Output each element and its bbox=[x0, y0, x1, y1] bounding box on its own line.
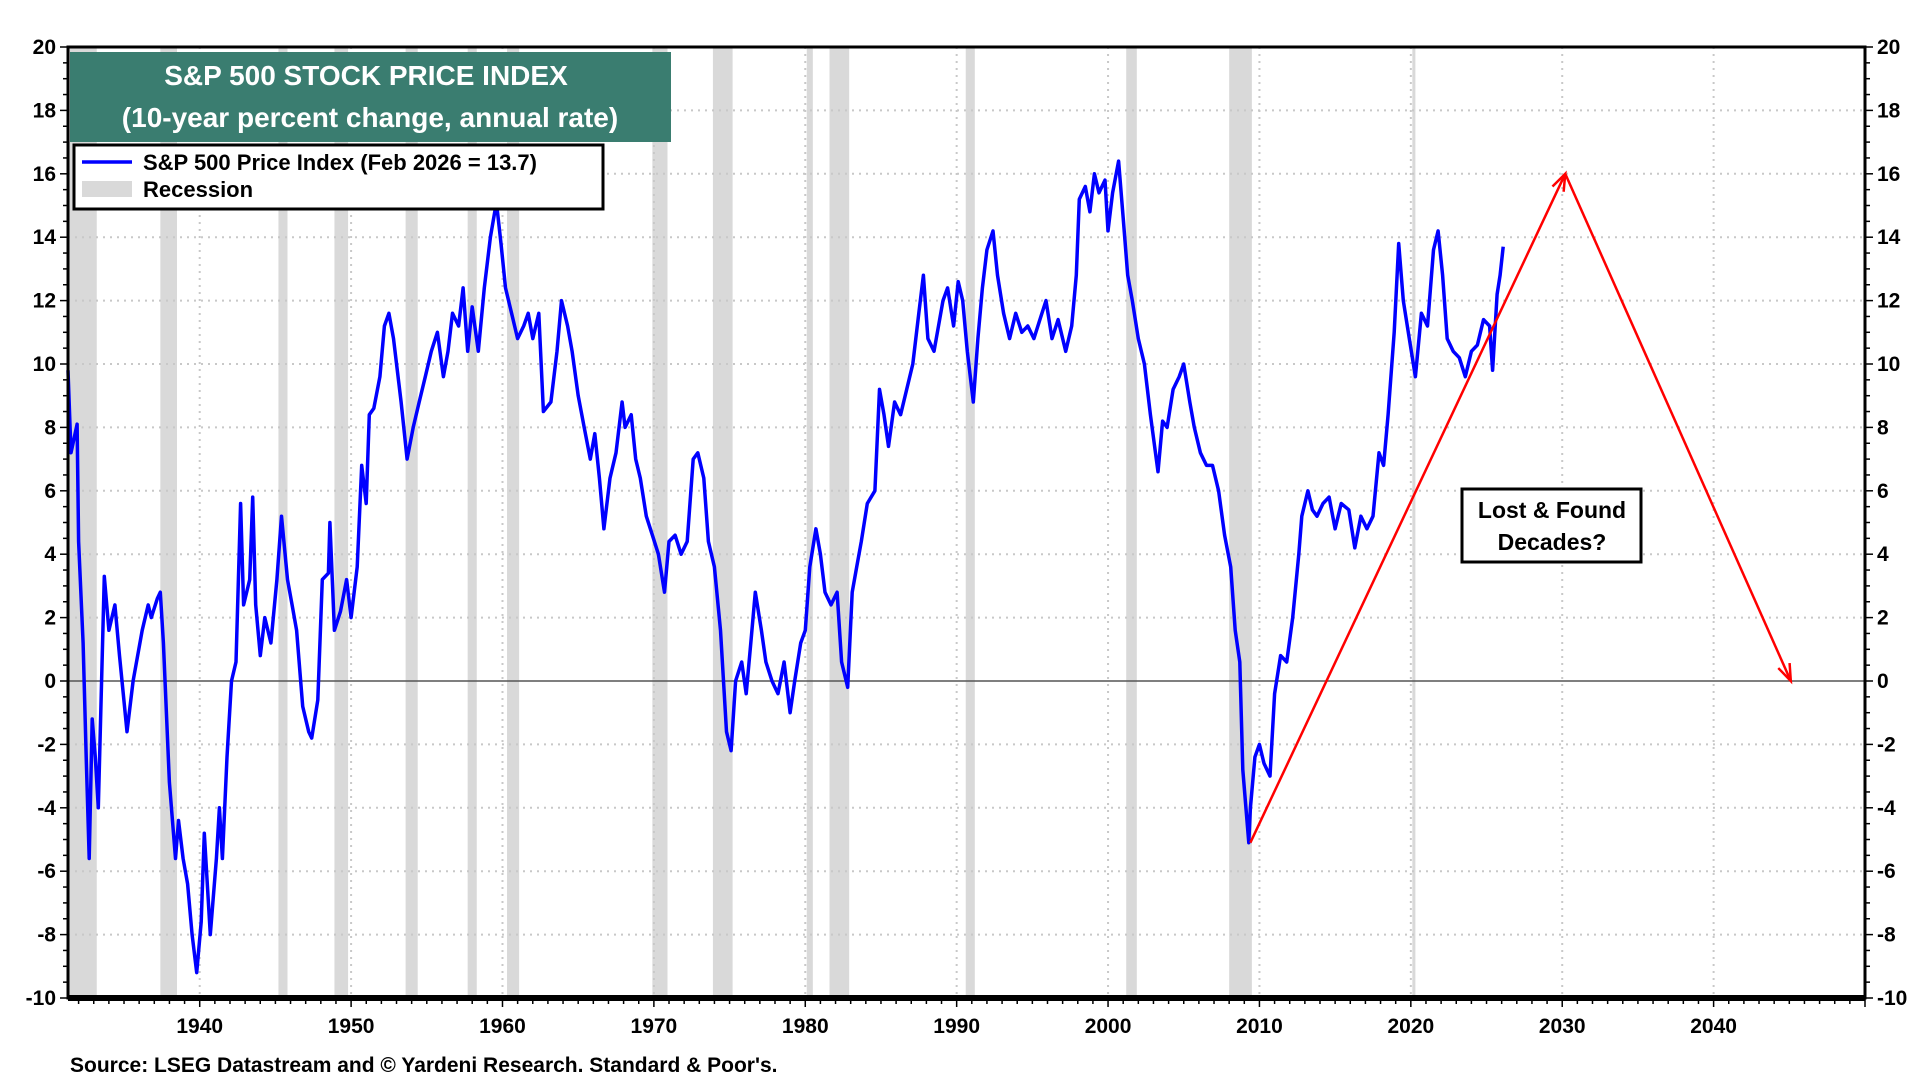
y-tick-label-right: 16 bbox=[1877, 163, 1900, 186]
recession-band bbox=[712, 47, 733, 998]
grid-lines bbox=[68, 47, 1865, 998]
y-tick-label-left: 20 bbox=[33, 36, 56, 59]
annotation-box: Lost & Found Decades? bbox=[1460, 487, 1643, 564]
x-tick-label: 1960 bbox=[479, 1015, 526, 1038]
y-tick-label-left: 18 bbox=[33, 99, 57, 122]
y-tick-label-left: 6 bbox=[44, 480, 56, 503]
series-line bbox=[66, 159, 1505, 975]
recession-band bbox=[405, 47, 418, 998]
y-tick-label-left: -4 bbox=[37, 797, 56, 820]
y-tick-label-left: -2 bbox=[37, 733, 56, 756]
arrow-line bbox=[1564, 173, 1792, 682]
x-tick-label: 1980 bbox=[782, 1015, 829, 1038]
y-tick-label-right: 14 bbox=[1877, 226, 1901, 249]
y-tick-label-left: 10 bbox=[33, 353, 56, 376]
arrowhead bbox=[1777, 662, 1793, 685]
legend: S&P 500 Price Index (Feb 2026 = 13.7) Re… bbox=[72, 143, 605, 211]
recession-band bbox=[965, 47, 975, 998]
recession-band bbox=[806, 47, 813, 998]
recession-band bbox=[467, 47, 477, 998]
y-tick-label-left: -6 bbox=[37, 860, 56, 883]
legend-recession-swatch bbox=[82, 181, 132, 197]
y-tick-label-right: -10 bbox=[1877, 987, 1907, 1010]
recession-bands bbox=[68, 47, 1416, 998]
series-layer bbox=[66, 159, 1505, 975]
arrow-line bbox=[1249, 173, 1567, 844]
y-tick-label-left: -8 bbox=[37, 924, 56, 947]
y-tick-label-right: 20 bbox=[1877, 36, 1900, 59]
x-tick-label: 2020 bbox=[1387, 1015, 1434, 1038]
chart-title: S&P 500 STOCK PRICE INDEX bbox=[164, 60, 568, 91]
y-tick-label-right: 18 bbox=[1877, 99, 1901, 122]
y-tick-label-right: 6 bbox=[1877, 480, 1889, 503]
recession-band bbox=[507, 47, 520, 998]
y-tick-label-right: -4 bbox=[1877, 797, 1896, 820]
y-tick-label-right: -6 bbox=[1877, 860, 1896, 883]
recession-band bbox=[1229, 47, 1252, 998]
x-tick-label: 2000 bbox=[1085, 1015, 1132, 1038]
y-tick-label-right: 0 bbox=[1877, 670, 1889, 693]
arrow-layer bbox=[1249, 170, 1793, 844]
legend-series-label: S&P 500 Price Index (Feb 2026 = 13.7) bbox=[143, 150, 537, 175]
x-tick-label: 1940 bbox=[176, 1015, 223, 1038]
y-tick-label-left: 2 bbox=[44, 607, 56, 630]
y-tick-label-left: 14 bbox=[33, 226, 57, 249]
annotation-line-2: Decades? bbox=[1498, 529, 1607, 555]
y-tick-label-right: 12 bbox=[1877, 290, 1900, 313]
y-tick-label-left: 16 bbox=[33, 163, 56, 186]
chart-subtitle: (10-year percent change, annual rate) bbox=[122, 102, 618, 133]
y-tick-label-right: -2 bbox=[1877, 733, 1896, 756]
x-tick-label: 2040 bbox=[1690, 1015, 1737, 1038]
y-tick-label-left: -10 bbox=[26, 987, 56, 1010]
y-tick-label-right: -8 bbox=[1877, 924, 1896, 947]
recession-band bbox=[160, 47, 178, 998]
x-tick-label: 2010 bbox=[1236, 1015, 1283, 1038]
y-tick-label-left: 12 bbox=[33, 290, 56, 313]
recession-band bbox=[334, 47, 349, 998]
y-tick-label-right: 10 bbox=[1877, 353, 1900, 376]
y-tick-label-left: 8 bbox=[44, 416, 56, 439]
x-tick-label: 1990 bbox=[933, 1015, 980, 1038]
legend-recession-label: Recession bbox=[143, 177, 253, 202]
recession-band bbox=[829, 47, 850, 998]
source-note: Source: LSEG Datastream and © Yardeni Re… bbox=[70, 1054, 777, 1077]
annotation-line-1: Lost & Found bbox=[1478, 497, 1626, 523]
recession-band bbox=[1126, 47, 1137, 998]
x-tick-label: 1970 bbox=[631, 1015, 678, 1038]
x-tick-label: 2030 bbox=[1539, 1015, 1586, 1038]
recession-band bbox=[1412, 47, 1416, 998]
y-tick-label-left: 4 bbox=[44, 543, 56, 566]
x-tick-label: 1950 bbox=[328, 1015, 375, 1038]
arrowhead bbox=[1551, 170, 1567, 192]
y-tick-label-left: 0 bbox=[44, 670, 56, 693]
y-tick-label-right: 2 bbox=[1877, 607, 1889, 630]
y-tick-label-right: 4 bbox=[1877, 543, 1889, 566]
recession-band bbox=[652, 47, 668, 998]
y-tick-label-right: 8 bbox=[1877, 416, 1889, 439]
title-box: S&P 500 STOCK PRICE INDEX (10-year perce… bbox=[70, 52, 671, 142]
